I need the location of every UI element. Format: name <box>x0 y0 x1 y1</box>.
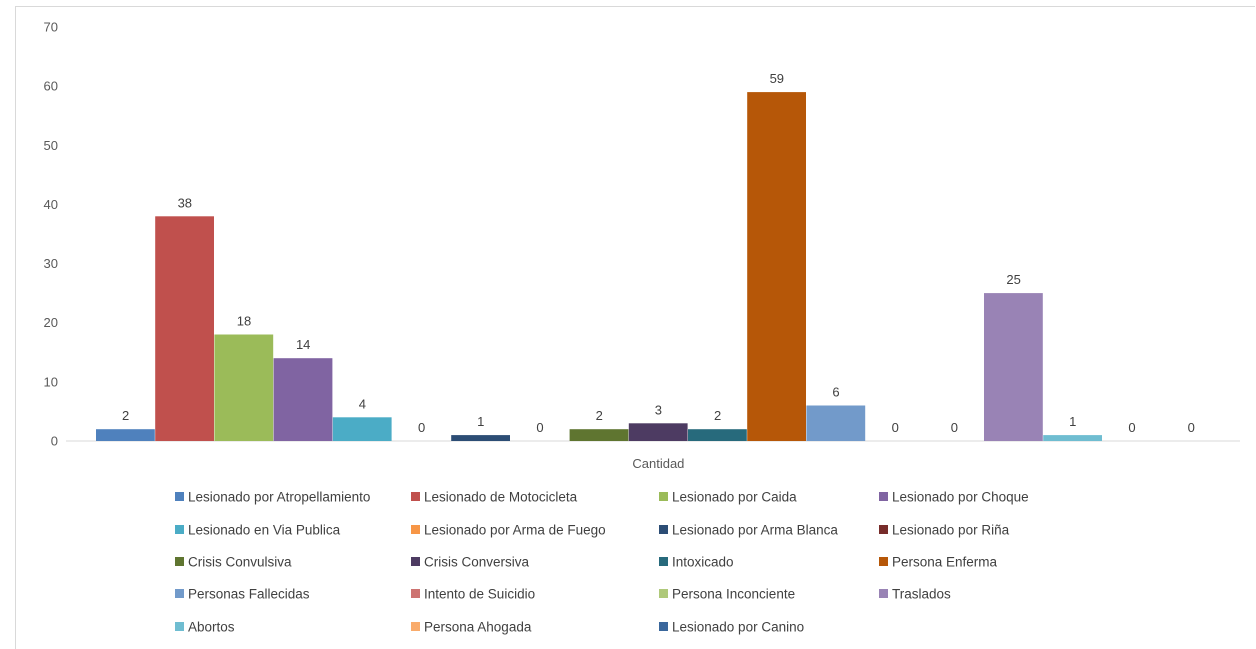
legend-swatch <box>659 622 668 631</box>
legend-swatch <box>879 589 888 598</box>
legend-label: Crisis Conversiva <box>424 555 530 570</box>
data-label: 1 <box>477 414 484 429</box>
data-label: 2 <box>714 408 721 423</box>
chart-area <box>15 6 1255 649</box>
legend-label: Personas Fallecidas <box>188 587 310 602</box>
bar <box>273 358 333 441</box>
legend-label: Persona Enferma <box>892 555 998 570</box>
bar <box>332 417 392 441</box>
data-label: 25 <box>1006 272 1020 287</box>
legend-swatch <box>411 557 420 566</box>
data-label: 14 <box>296 337 310 352</box>
y-tick-label: 0 <box>51 434 58 449</box>
legend-swatch <box>411 589 420 598</box>
legend-label: Lesionado por Arma Blanca <box>672 523 838 538</box>
bar <box>984 293 1043 441</box>
bar <box>569 429 629 441</box>
bar <box>155 216 214 441</box>
data-label: 38 <box>178 195 192 210</box>
legend-swatch <box>879 557 888 566</box>
y-tick-label: 60 <box>44 79 58 94</box>
y-tick-label: 40 <box>44 197 58 212</box>
bar <box>747 92 806 441</box>
y-tick-label: 10 <box>44 374 58 389</box>
legend-swatch <box>175 557 184 566</box>
bar <box>214 334 274 441</box>
bar <box>451 435 510 441</box>
data-label: 1 <box>1069 414 1076 429</box>
legend-label: Lesionado de Motocicleta <box>424 490 578 505</box>
legend-label: Lesionado en Via Publica <box>188 523 341 538</box>
bar <box>806 405 866 441</box>
legend-swatch <box>175 525 184 534</box>
data-label: 2 <box>596 408 603 423</box>
data-label: 3 <box>655 402 662 417</box>
legend-label: Lesionado por Arma de Fuego <box>424 523 606 538</box>
legend-swatch <box>411 492 420 501</box>
data-label: 0 <box>1188 420 1195 435</box>
legend-label: Lesionado por Caida <box>672 490 797 505</box>
data-label: 2 <box>122 408 129 423</box>
legend-label: Abortos <box>188 620 235 635</box>
legend-swatch <box>659 557 668 566</box>
data-label: 6 <box>832 385 839 400</box>
data-label: 0 <box>536 420 543 435</box>
data-label: 0 <box>418 420 425 435</box>
legend-label: Intoxicado <box>672 555 734 570</box>
legend-swatch <box>175 622 184 631</box>
legend-label: Lesionado por Atropellamiento <box>188 490 370 505</box>
legend-label: Lesionado por Canino <box>672 620 804 635</box>
legend-label: Intento de Suicidio <box>424 587 535 602</box>
bar <box>628 423 688 441</box>
legend-label: Lesionado por Choque <box>892 490 1029 505</box>
data-label: 4 <box>359 396 366 411</box>
data-label: 0 <box>892 420 899 435</box>
data-label: 0 <box>1128 420 1135 435</box>
legend-swatch <box>411 525 420 534</box>
legend-label: Persona Inconciente <box>672 587 795 602</box>
legend-swatch <box>659 525 668 534</box>
legend-label: Traslados <box>892 587 951 602</box>
legend-swatch <box>175 589 184 598</box>
legend-swatch <box>659 589 668 598</box>
data-label: 18 <box>237 314 251 329</box>
data-label: 59 <box>770 71 784 86</box>
x-category-label: Cantidad <box>632 456 684 471</box>
bar <box>96 429 155 441</box>
legend-label: Persona Ahogada <box>424 620 532 635</box>
legend-swatch <box>411 622 420 631</box>
y-tick-label: 20 <box>44 315 58 330</box>
bar <box>688 429 747 441</box>
legend-label: Crisis Convulsiva <box>188 555 292 570</box>
y-tick-label: 30 <box>44 256 58 271</box>
y-tick-label: 50 <box>44 138 58 153</box>
legend-swatch <box>175 492 184 501</box>
bar <box>1043 435 1102 441</box>
data-label: 0 <box>951 420 958 435</box>
legend-label: Lesionado por Riña <box>892 523 1010 538</box>
legend-swatch <box>659 492 668 501</box>
y-tick-label: 70 <box>44 20 58 35</box>
legend-swatch <box>879 492 888 501</box>
legend-swatch <box>879 525 888 534</box>
